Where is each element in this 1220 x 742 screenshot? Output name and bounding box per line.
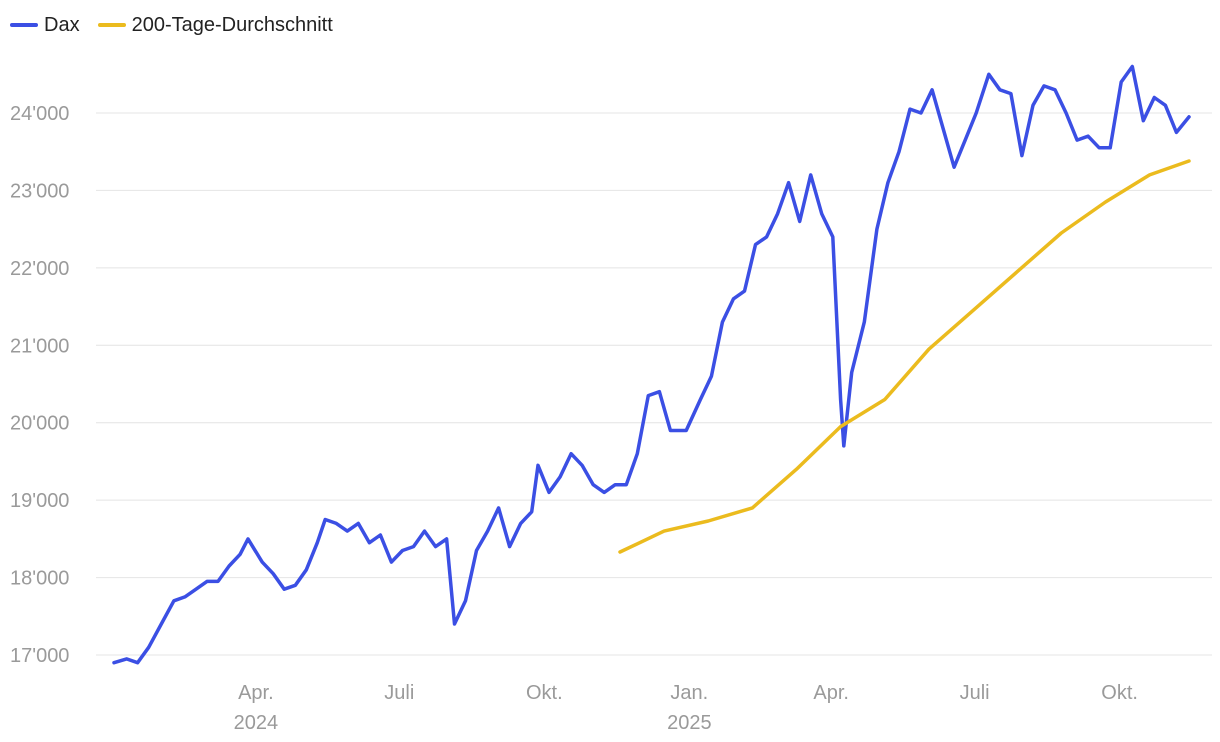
series-line-dax [112,64,1191,665]
legend-swatch-dax [10,23,38,27]
y-tick-label: 21'000 [10,335,69,357]
legend-item-200-day-average[interactable]: 200-Tage-Durchschnitt [97,13,333,37]
grid-lines [96,112,1212,656]
x-tick-year-label: 2025 [667,712,712,734]
x-tick-label: Juli [384,682,414,704]
x-tick-label: Apr. [813,682,849,704]
x-axis: Apr. 2024 Juli Okt. Jan. 2025 Apr. Juli Okt. [234,682,1138,734]
y-tick-label: 18'000 [10,568,69,590]
legend-label-200-day-average: 200-Tage-Durchschnitt [131,13,333,36]
x-tick-label: Juli [960,682,990,704]
x-tick-label: Jan. [670,682,708,704]
series-line-200-day-average [618,159,1191,554]
x-tick-year-label: 2024 [234,712,279,734]
x-tick-label: Okt. [1101,682,1138,704]
x-tick-label: Okt. [526,682,563,704]
y-tick-label: 20'000 [10,413,69,435]
legend: Dax 200-Tage-Durchschnitt [10,10,333,40]
y-axis: 17'000 18'000 19'000 20'000 21'000 22'000 23'0… [10,103,69,667]
series-layer [112,64,1191,665]
y-tick-label: 24'000 [10,103,69,125]
legend-item-dax[interactable]: Dax [10,14,80,37]
y-tick-label: 22'000 [10,258,69,280]
legend-swatch-200-day-average [97,23,126,27]
y-tick-label: 17'000 [10,645,69,667]
y-tick-label: 19'000 [10,490,69,512]
y-tick-label: 23'000 [10,180,69,202]
x-tick-label: Apr. [238,682,274,704]
legend-label-dax: Dax [44,13,80,36]
